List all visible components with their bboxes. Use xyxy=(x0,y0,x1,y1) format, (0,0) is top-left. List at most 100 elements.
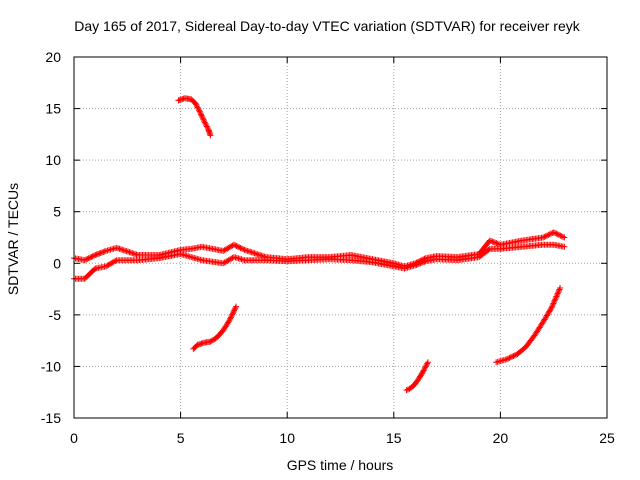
data-point-marker xyxy=(423,362,430,369)
data-point-marker xyxy=(199,113,206,120)
data-point-marker xyxy=(412,262,419,269)
data-point-marker xyxy=(550,300,557,307)
series-arc-low-3 xyxy=(493,285,564,366)
series-arc-high xyxy=(175,95,214,139)
data-point-marker xyxy=(510,352,517,359)
data-point-marker xyxy=(231,307,238,314)
data-point-marker xyxy=(417,260,424,267)
data-point-marker xyxy=(240,246,247,253)
y-tick-label: 0 xyxy=(53,255,61,271)
data-point-marker xyxy=(553,230,560,237)
data-point-marker xyxy=(112,257,119,264)
data-point-marker xyxy=(202,120,209,127)
data-point-marker xyxy=(195,105,202,112)
x-tick-labels: 0 5 10 15 20 25 xyxy=(70,430,615,446)
data-point-marker xyxy=(403,387,410,394)
data-point-marker xyxy=(416,260,423,267)
data-point-marker xyxy=(485,246,492,253)
x-tick-label: 0 xyxy=(70,430,78,446)
data-point-marker xyxy=(199,115,206,122)
data-point-marker xyxy=(549,301,556,308)
data-point-marker xyxy=(547,305,554,312)
data-point-marker xyxy=(548,304,555,311)
data-point-marker xyxy=(550,229,557,236)
data-point-marker xyxy=(231,306,238,313)
data-point-marker xyxy=(228,312,235,319)
data-point-marker xyxy=(92,252,99,259)
data-point-marker xyxy=(227,315,234,322)
y-tick-label: 5 xyxy=(53,204,61,220)
series-main-band-lower xyxy=(71,241,568,282)
data-point-marker xyxy=(558,233,565,240)
data-point-marker xyxy=(418,259,425,266)
data-point-marker xyxy=(421,258,428,265)
data-point-marker xyxy=(101,248,108,255)
x-tick-label: 15 xyxy=(386,430,402,446)
y-tick-label: -5 xyxy=(49,307,62,323)
data-point-marker xyxy=(557,285,564,292)
data-point-marker xyxy=(506,354,513,361)
data-point-marker xyxy=(405,386,412,393)
data-point-marker xyxy=(232,304,239,311)
data-point-marker xyxy=(557,232,564,239)
data-point-marker xyxy=(488,238,495,245)
data-point-marker xyxy=(198,111,205,118)
data-point-marker xyxy=(201,117,208,124)
data-point-marker xyxy=(556,231,563,238)
y-tick-label: 15 xyxy=(45,101,61,117)
data-point-marker xyxy=(100,248,107,255)
data-point-marker xyxy=(560,233,567,240)
data-point-marker xyxy=(541,233,548,240)
data-point-marker xyxy=(556,286,563,293)
x-tick-label: 20 xyxy=(493,430,509,446)
data-point-marker xyxy=(96,250,103,257)
data-point-marker xyxy=(193,101,200,108)
data-point-marker xyxy=(196,107,203,114)
data-point-marker xyxy=(490,239,497,246)
y-tick-labels: -15 -10 -5 0 5 10 15 20 xyxy=(41,49,61,426)
data-point-marker xyxy=(204,124,211,131)
x-tick-label: 5 xyxy=(177,430,185,446)
data-point-marker xyxy=(509,353,516,360)
data-point-marker xyxy=(422,363,429,370)
data-point-marker xyxy=(90,252,97,259)
data-point-marker xyxy=(232,242,239,249)
data-point-marker xyxy=(420,259,427,266)
data-point-marker xyxy=(225,318,232,325)
data-point-marker xyxy=(227,314,234,321)
y-tick-label: -15 xyxy=(41,410,61,426)
data-point-marker xyxy=(421,366,428,373)
plot-frame xyxy=(73,56,608,419)
data-point-marker xyxy=(489,238,496,245)
data-point-marker xyxy=(234,243,241,250)
data-point-marker xyxy=(503,356,510,363)
data-point-marker xyxy=(494,240,501,247)
data-point-marker xyxy=(233,243,240,250)
y-tick-label: -10 xyxy=(41,358,61,374)
data-point-marker xyxy=(554,290,561,297)
data-point-marker xyxy=(238,245,245,252)
data-point-marker xyxy=(420,367,427,374)
data-point-marker xyxy=(548,230,555,237)
data-point-marker xyxy=(201,119,208,126)
data-point-marker xyxy=(419,368,426,375)
data-point-marker xyxy=(193,103,200,110)
data-point-marker xyxy=(97,249,104,256)
data-point-marker xyxy=(203,122,210,129)
x-axis-label: GPS time / hours xyxy=(287,457,394,473)
data-point-marker xyxy=(230,308,237,315)
data-point-marker xyxy=(424,360,431,367)
data-point-marker xyxy=(200,116,207,123)
series-arc-low-1 xyxy=(190,303,240,352)
data-point-marker xyxy=(192,100,199,107)
data-point-marker xyxy=(233,303,240,310)
data-point-marker xyxy=(198,112,205,119)
data-point-marker xyxy=(414,261,421,268)
data-point-marker xyxy=(544,232,551,239)
x-tick-label: 25 xyxy=(599,430,615,446)
y-tick-label: 10 xyxy=(45,152,61,168)
data-point-marker xyxy=(552,294,559,301)
data-point-marker xyxy=(88,253,95,260)
data-point-marker xyxy=(549,303,556,310)
